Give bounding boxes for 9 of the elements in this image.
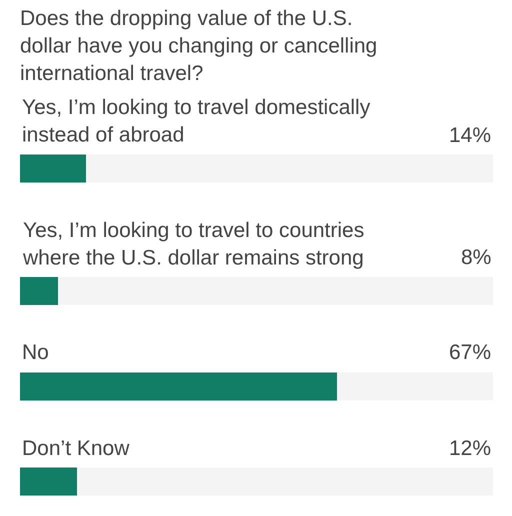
y-tick-label: No [22,341,49,364]
data-label: 67% [449,341,492,364]
y-tick-label: Don’t Know [22,437,130,460]
y-tick-label: Yes, I’m looking to travel domestically instead of abroad [22,96,371,146]
data-label: 14% [449,124,492,147]
data-label: 8% [461,246,492,269]
y-tick-label: Yes, I’m looking to travel to countries where the U.S. dollar remains strong [22,219,364,270]
data-label: 12% [449,437,492,460]
chart-title: Does the dropping value of the U.S. dollar have you changing or cancelling international travel? [20,7,378,85]
